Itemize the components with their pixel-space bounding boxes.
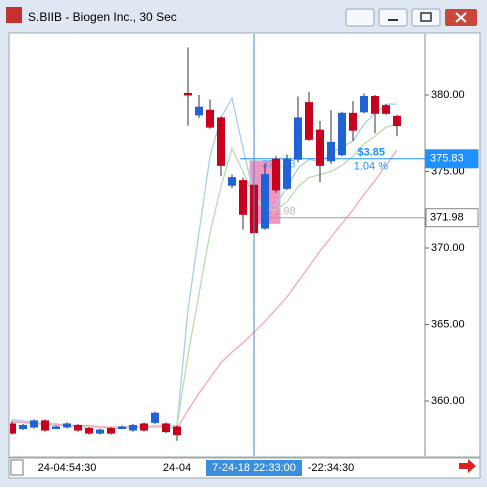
axis-price-box (425, 149, 479, 169)
candle-body (96, 429, 104, 434)
price-line-label: 371.98 (262, 206, 296, 218)
x-tick-label: -22:34:30 (308, 462, 354, 474)
maximize-icon (420, 12, 432, 22)
candle-body (382, 105, 390, 114)
candle-body (316, 129, 324, 166)
candle-body (371, 96, 379, 114)
candle-body (85, 428, 93, 434)
candle-body (294, 117, 302, 160)
candle-body (338, 112, 346, 156)
app-icon (6, 7, 22, 23)
y-tick-label: 360.00 (431, 395, 465, 407)
candle-body (63, 423, 71, 428)
candle-body (305, 102, 313, 140)
candle-body (393, 115, 401, 127)
candle-body (162, 423, 170, 433)
scroll-arrow[interactable] (459, 459, 476, 473)
y-tick-label: 375.00 (431, 165, 465, 177)
chart-area (8, 32, 481, 458)
window-title: S.BIIB - Biogen Inc., 30 Sec (28, 10, 177, 24)
candle-body (206, 109, 214, 128)
candle-body (217, 117, 225, 166)
candle-body (19, 424, 27, 430)
candle-body (239, 180, 247, 215)
candle-body (283, 158, 291, 189)
close-icon (455, 12, 467, 23)
y-tick-label: 370.00 (431, 242, 465, 254)
axis-price-box (425, 208, 479, 228)
axis-price-label: 371.98 (430, 212, 464, 224)
crosshair-label-bg (206, 460, 302, 476)
x-tick-label: 24-04 (163, 462, 191, 474)
x-tick-label: 24-04:54:30 (38, 462, 97, 474)
candle-body (107, 428, 115, 434)
change-amount: $3.85 (357, 147, 385, 159)
candle-body (327, 141, 335, 162)
candle-body (118, 426, 126, 429)
candle-body (41, 420, 49, 431)
link-button[interactable] (345, 8, 375, 27)
candle-body (261, 174, 269, 229)
candle-body (10, 423, 16, 434)
candle-body (360, 96, 368, 113)
candle-body (272, 158, 280, 191)
candle-body (195, 106, 203, 116)
candle-body (129, 424, 137, 431)
crosshair-label: 7-24-18 22:33:00 (212, 462, 296, 474)
y-tick-label: 380.00 (431, 89, 465, 101)
candle-body (184, 92, 192, 96)
minimize-button[interactable] (378, 8, 408, 27)
candle-body (228, 177, 236, 186)
maximize-button[interactable] (411, 8, 441, 27)
candle-body (349, 112, 357, 131)
y-tick-label: 365.00 (431, 318, 465, 330)
candle-body (52, 426, 60, 429)
candle-body (151, 412, 159, 423)
candle-body (140, 423, 148, 431)
change-percent: 1.04 % (354, 161, 388, 173)
axis-price-label: 375.83 (430, 153, 464, 165)
candle-body (173, 426, 181, 436)
candle-body (74, 424, 82, 431)
scroll-box[interactable] (10, 459, 24, 476)
candle-body (30, 420, 38, 428)
